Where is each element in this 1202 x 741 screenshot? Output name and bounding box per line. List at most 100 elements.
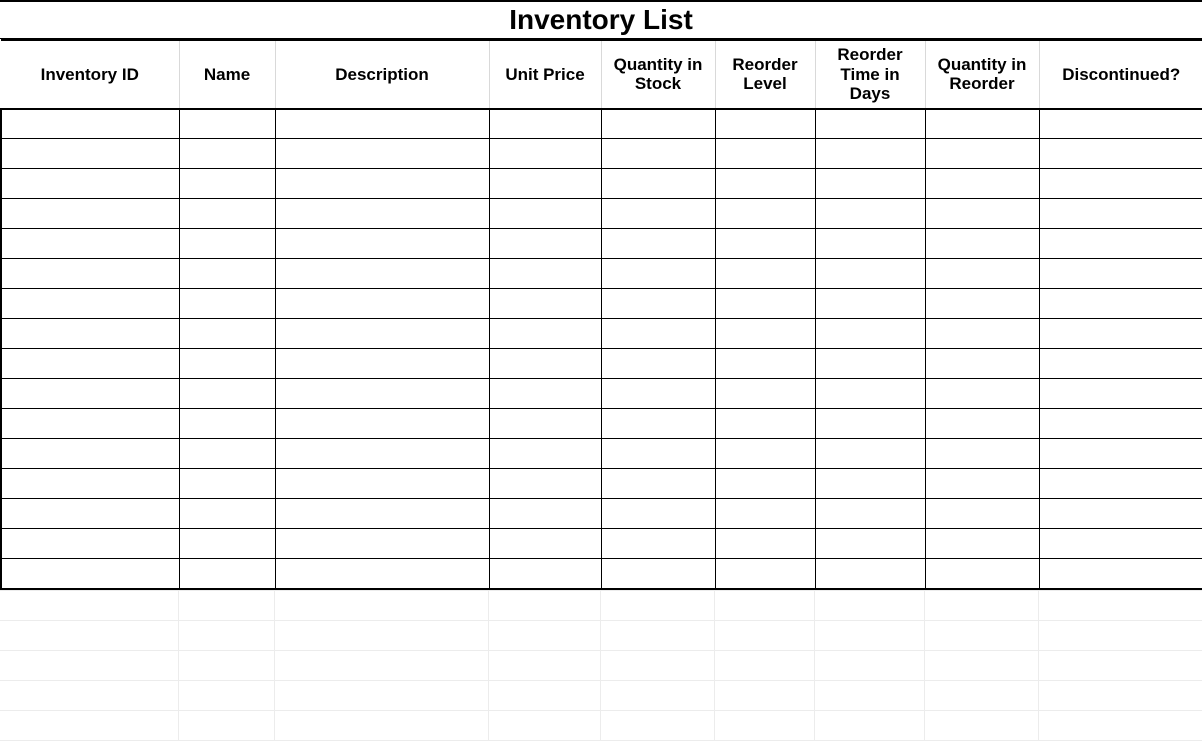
table-cell[interactable] [815,559,925,589]
table-cell[interactable] [1039,439,1202,469]
table-cell[interactable] [1039,169,1202,199]
table-cell[interactable] [275,289,489,319]
table-cell[interactable] [275,199,489,229]
table-cell[interactable] [275,409,489,439]
table-cell[interactable] [925,109,1039,139]
table-cell[interactable] [275,469,489,499]
table-cell[interactable] [1039,379,1202,409]
extra-cell[interactable] [488,620,600,650]
table-cell[interactable] [925,349,1039,379]
table-cell[interactable] [275,379,489,409]
table-cell[interactable] [275,139,489,169]
table-cell[interactable] [601,229,715,259]
extra-cell[interactable] [1038,620,1202,650]
table-cell[interactable] [715,169,815,199]
table-cell[interactable] [179,439,275,469]
table-cell[interactable] [275,259,489,289]
table-cell[interactable] [275,169,489,199]
table-cell[interactable] [925,229,1039,259]
table-cell[interactable] [179,499,275,529]
table-cell[interactable] [925,529,1039,559]
table-cell[interactable] [815,379,925,409]
table-cell[interactable] [815,289,925,319]
table-cell[interactable] [1039,319,1202,349]
table-cell[interactable] [601,379,715,409]
table-cell[interactable] [179,259,275,289]
table-cell[interactable] [1,199,179,229]
table-cell[interactable] [1,349,179,379]
extra-cell[interactable] [814,680,924,710]
table-cell[interactable] [1,409,179,439]
table-cell[interactable] [715,439,815,469]
extra-cell[interactable] [924,680,1038,710]
table-cell[interactable] [179,559,275,589]
table-cell[interactable] [925,199,1039,229]
table-cell[interactable] [925,289,1039,319]
extra-cell[interactable] [274,590,488,620]
table-cell[interactable] [179,349,275,379]
table-cell[interactable] [1,499,179,529]
extra-cell[interactable] [600,650,714,680]
extra-cell[interactable] [0,710,178,740]
extra-cell[interactable] [0,680,178,710]
table-cell[interactable] [1039,109,1202,139]
table-cell[interactable] [715,379,815,409]
table-cell[interactable] [1,139,179,169]
table-cell[interactable] [179,169,275,199]
extra-cell[interactable] [600,680,714,710]
extra-cell[interactable] [274,680,488,710]
extra-cell[interactable] [0,590,178,620]
table-cell[interactable] [179,319,275,349]
table-cell[interactable] [815,109,925,139]
table-cell[interactable] [179,289,275,319]
table-cell[interactable] [275,439,489,469]
extra-cell[interactable] [0,650,178,680]
table-cell[interactable] [715,109,815,139]
table-cell[interactable] [1,169,179,199]
table-cell[interactable] [489,319,601,349]
table-cell[interactable] [489,559,601,589]
table-cell[interactable] [815,169,925,199]
extra-cell[interactable] [274,650,488,680]
table-cell[interactable] [715,229,815,259]
table-cell[interactable] [715,139,815,169]
table-cell[interactable] [489,409,601,439]
table-cell[interactable] [601,319,715,349]
extra-cell[interactable] [924,620,1038,650]
table-cell[interactable] [601,409,715,439]
table-cell[interactable] [715,499,815,529]
table-cell[interactable] [815,349,925,379]
table-cell[interactable] [1,379,179,409]
table-cell[interactable] [179,469,275,499]
extra-cell[interactable] [274,710,488,740]
table-cell[interactable] [1039,289,1202,319]
table-cell[interactable] [179,379,275,409]
extra-cell[interactable] [600,590,714,620]
table-cell[interactable] [715,259,815,289]
extra-cell[interactable] [924,710,1038,740]
table-cell[interactable] [1039,199,1202,229]
extra-cell[interactable] [178,590,274,620]
table-cell[interactable] [815,259,925,289]
table-cell[interactable] [1039,259,1202,289]
table-cell[interactable] [815,529,925,559]
table-cell[interactable] [715,559,815,589]
table-cell[interactable] [179,109,275,139]
extra-cell[interactable] [600,710,714,740]
table-cell[interactable] [179,199,275,229]
table-cell[interactable] [601,499,715,529]
table-cell[interactable] [715,409,815,439]
table-cell[interactable] [1039,409,1202,439]
table-cell[interactable] [489,439,601,469]
table-cell[interactable] [601,439,715,469]
table-cell[interactable] [925,499,1039,529]
table-cell[interactable] [815,499,925,529]
table-cell[interactable] [1,439,179,469]
table-cell[interactable] [489,109,601,139]
table-cell[interactable] [815,229,925,259]
extra-cell[interactable] [178,680,274,710]
table-cell[interactable] [925,139,1039,169]
table-cell[interactable] [715,319,815,349]
table-cell[interactable] [275,559,489,589]
table-cell[interactable] [601,139,715,169]
